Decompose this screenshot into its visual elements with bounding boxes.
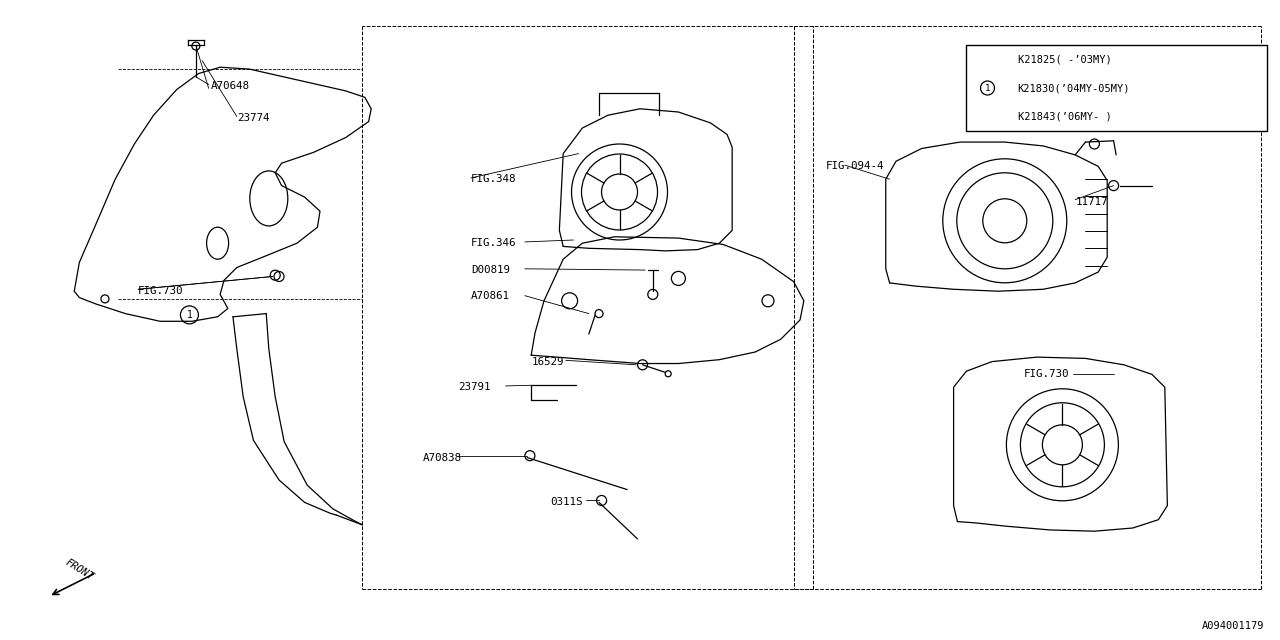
Text: 16529: 16529 xyxy=(531,356,563,367)
Text: FIG.730: FIG.730 xyxy=(138,286,184,296)
Text: K21843(’06MY- ): K21843(’06MY- ) xyxy=(1018,112,1111,122)
Text: 1: 1 xyxy=(984,83,991,93)
Text: K21825( -’03MY): K21825( -’03MY) xyxy=(1018,54,1111,64)
Text: FIG.094-4: FIG.094-4 xyxy=(826,161,884,172)
Text: 23791: 23791 xyxy=(458,382,490,392)
Text: A094001179: A094001179 xyxy=(1202,621,1265,631)
Text: D00819: D00819 xyxy=(471,265,509,275)
Text: A70861: A70861 xyxy=(471,291,509,301)
Text: K21830(’04MY-05MY): K21830(’04MY-05MY) xyxy=(1018,83,1130,93)
Text: 1: 1 xyxy=(187,310,192,320)
Bar xyxy=(966,45,1267,131)
Text: FIG.346: FIG.346 xyxy=(471,238,517,248)
Text: A70648: A70648 xyxy=(211,81,250,92)
Text: FRONT: FRONT xyxy=(64,557,95,582)
Text: 23774: 23774 xyxy=(237,113,269,124)
Text: FIG.348: FIG.348 xyxy=(471,174,517,184)
Text: A70838: A70838 xyxy=(422,452,461,463)
Text: 0311S: 0311S xyxy=(550,497,582,508)
Text: 11717: 11717 xyxy=(1075,196,1107,207)
Text: FIG.730: FIG.730 xyxy=(1024,369,1070,380)
